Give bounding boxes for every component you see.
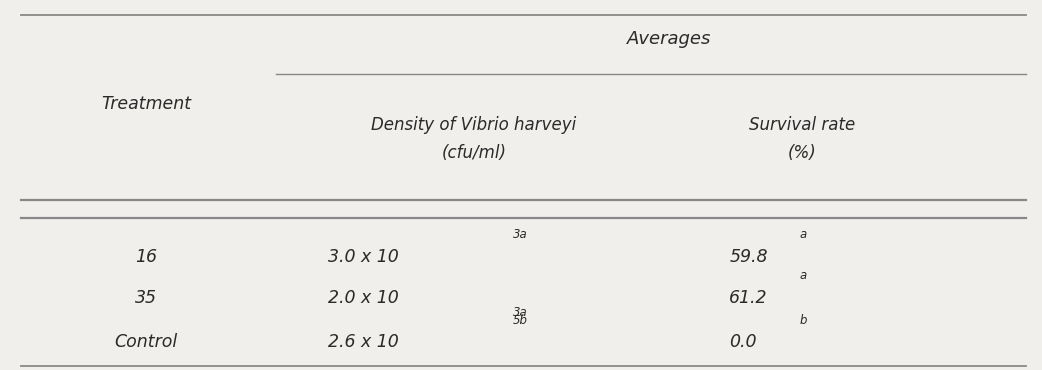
Text: 35: 35	[134, 289, 157, 307]
Text: 2.0 x 10: 2.0 x 10	[328, 289, 399, 307]
Text: (cfu/ml): (cfu/ml)	[442, 144, 506, 162]
Text: Density of Vibrio harveyi: Density of Vibrio harveyi	[372, 116, 576, 134]
Text: (%): (%)	[788, 144, 817, 162]
Text: 16: 16	[134, 248, 157, 266]
Text: 2.6 x 10: 2.6 x 10	[328, 333, 399, 351]
Text: Averages: Averages	[627, 30, 712, 48]
Text: a: a	[799, 269, 807, 282]
Text: Survival rate: Survival rate	[749, 116, 855, 134]
Text: a: a	[799, 228, 807, 242]
Text: 3a: 3a	[513, 228, 527, 242]
Text: 0.0: 0.0	[729, 333, 756, 351]
Text: 3a: 3a	[513, 306, 527, 319]
Text: 61.2: 61.2	[729, 289, 768, 307]
Text: 5b: 5b	[513, 313, 527, 327]
Text: Control: Control	[115, 333, 177, 351]
Text: 59.8: 59.8	[729, 248, 768, 266]
Text: 3.0 x 10: 3.0 x 10	[328, 248, 399, 266]
Text: b: b	[799, 313, 807, 327]
Text: Treatment: Treatment	[101, 95, 191, 112]
